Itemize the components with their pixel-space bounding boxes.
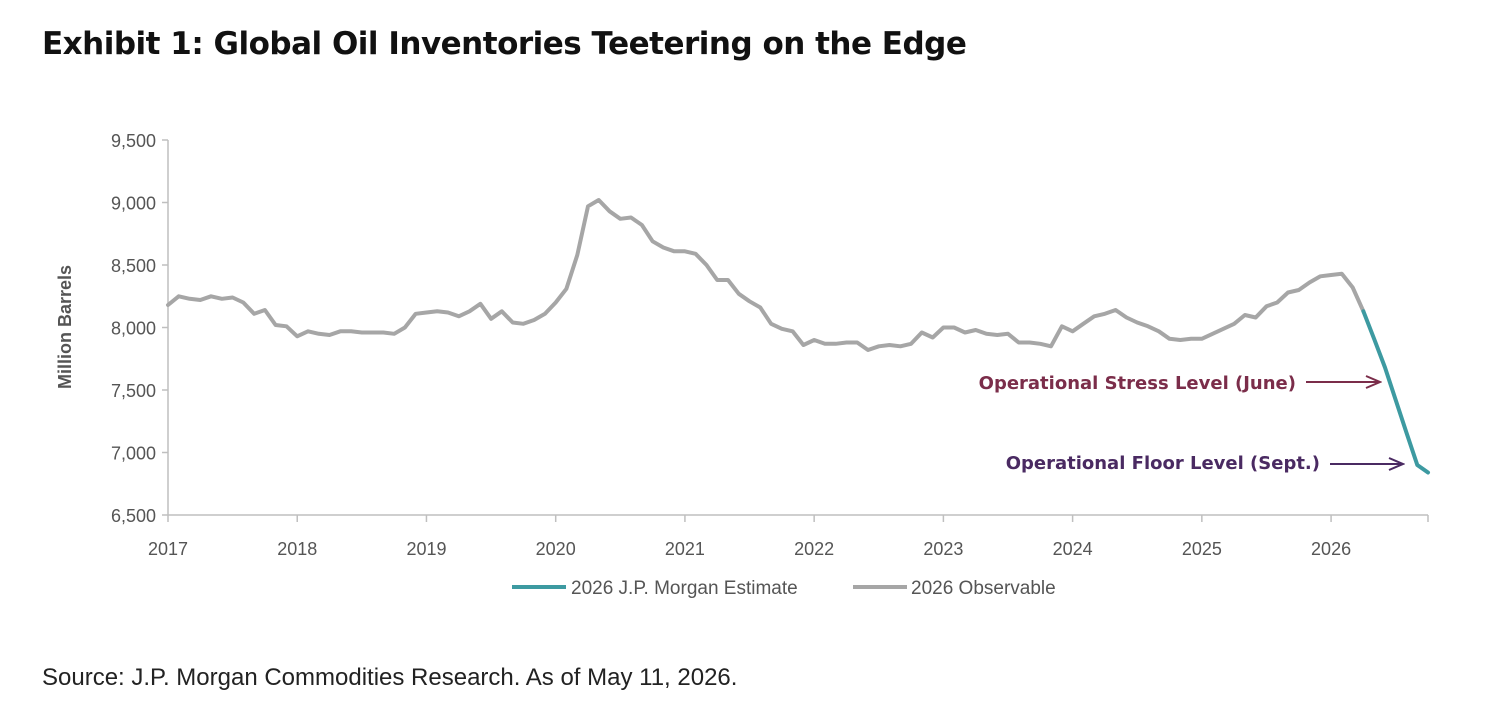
chart-area: 6,500 7,000 7,500 8,000 8,500 9,000 9,500 2017 2… [55,131,1430,599]
series-line-observable [166,198,1366,352]
y-tick-label: 8,500 [111,256,156,276]
y-tick-label: 8,000 [111,319,156,339]
y-axis-label: Million Barrels [55,265,75,389]
x-tick-label: 2018 [277,539,317,559]
y-tick-label: 7,000 [111,444,156,464]
legend-label-observable: 2026 Observable [911,578,1056,599]
x-tick-label: 2024 [1053,539,1093,559]
annotation-stress-level: Operational Stress Level (June) [979,373,1296,394]
source-note: Source: J.P. Morgan Commodities Research… [42,664,738,691]
x-tick-label: 2019 [406,539,446,559]
x-tick-label: 2025 [1182,539,1222,559]
legend-label-estimate: 2026 J.P. Morgan Estimate [571,578,798,599]
y-tick-label: 6,500 [111,506,156,526]
series-layer [166,198,1430,475]
axes: 6,500 7,000 7,500 8,000 8,500 9,000 9,500 2017 2… [111,131,1429,559]
x-tick-label: 2017 [148,539,188,559]
legend: 2026 J.P. Morgan Estimate 2026 Observabl… [512,578,1056,599]
chart-title: Exhibit 1: Global Oil Inventories Teeter… [42,26,967,62]
x-tick-label: 2026 [1311,539,1351,559]
x-tick-label: 2022 [794,539,834,559]
y-tick-label: 9,000 [111,194,156,214]
y-tick-label: 7,500 [111,381,156,401]
x-tick-label: 2021 [665,539,705,559]
y-tick-label: 9,500 [111,131,156,151]
series-line-estimate [1361,309,1430,475]
x-tick-label: 2020 [536,539,576,559]
annotation-floor-level: Operational Floor Level (Sept.) [1006,453,1320,474]
x-tick-label: 2023 [923,539,963,559]
